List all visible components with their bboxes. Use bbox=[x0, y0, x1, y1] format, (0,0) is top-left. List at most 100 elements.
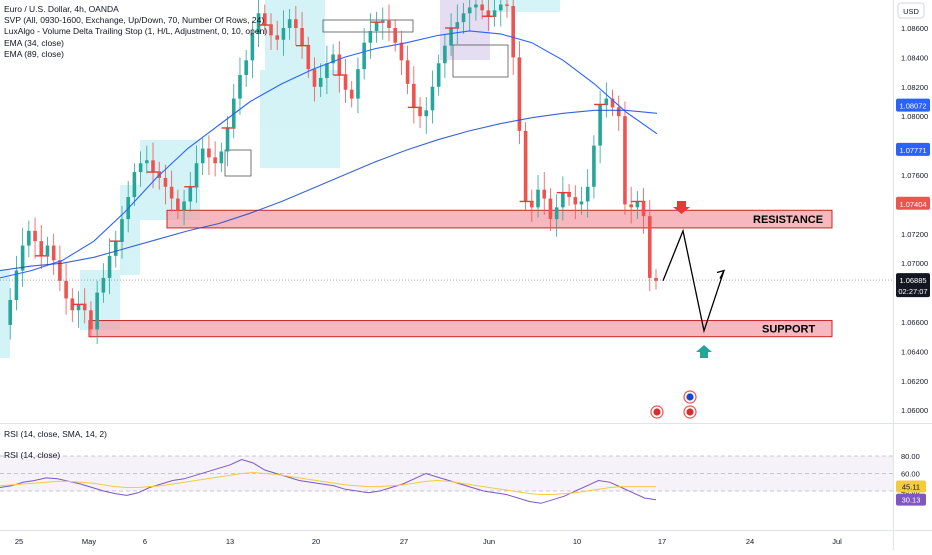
profile-box bbox=[0, 270, 10, 358]
candle bbox=[318, 63, 323, 98]
candle-body bbox=[523, 130, 528, 202]
candle bbox=[200, 138, 205, 175]
event-dot-icon[interactable] bbox=[683, 390, 697, 404]
candle-body bbox=[27, 230, 31, 246]
candle-body bbox=[107, 255, 112, 278]
candle-body bbox=[337, 54, 342, 76]
symbol-title[interactable]: Euro / U.S. Dollar, 4h, OANDA bbox=[4, 4, 119, 14]
price-label: 1.08072 bbox=[899, 102, 926, 111]
price-label: 1.07771 bbox=[899, 146, 926, 155]
profile-box bbox=[480, 0, 560, 12]
event-core bbox=[686, 393, 694, 401]
candle-body bbox=[641, 201, 646, 217]
candle-body bbox=[598, 104, 602, 146]
candle bbox=[505, 0, 509, 18]
projection-path[interactable] bbox=[662, 228, 725, 334]
indicator-ema89[interactable]: EMA (89, close) bbox=[4, 48, 64, 59]
price-tick-label: 1.07000 bbox=[901, 259, 928, 268]
time-tick-label: Jun bbox=[483, 537, 495, 546]
range-box bbox=[452, 44, 509, 78]
rsi-line[interactable] bbox=[0, 458, 657, 504]
candle bbox=[356, 57, 360, 114]
candle-body bbox=[250, 33, 255, 61]
rsi-sma-line[interactable] bbox=[0, 472, 656, 495]
price-tick-label: 1.07600 bbox=[901, 171, 928, 180]
resistance-label: RESISTANCE bbox=[753, 214, 823, 226]
rsi-legend[interactable]: RSI (14, close) bbox=[4, 450, 61, 460]
candle-body bbox=[635, 201, 640, 208]
candle-body bbox=[82, 304, 87, 311]
price-tick-label: 1.06200 bbox=[901, 377, 928, 386]
ema34-line[interactable] bbox=[0, 30, 658, 279]
candle-body bbox=[39, 241, 44, 256]
candle-body bbox=[368, 30, 373, 43]
candle bbox=[213, 141, 217, 177]
sell-arrow-icon bbox=[673, 201, 690, 214]
price-label-box bbox=[896, 98, 930, 112]
indicator-ema34[interactable]: EMA (34, close) bbox=[4, 37, 64, 48]
resistance-zone[interactable] bbox=[166, 209, 833, 229]
candle bbox=[480, 0, 484, 20]
candle-body bbox=[548, 198, 553, 220]
candle bbox=[548, 188, 553, 231]
candle-body bbox=[455, 22, 460, 28]
time-tick-label: 10 bbox=[573, 537, 581, 546]
countdown-label: 02:27:07 bbox=[898, 287, 927, 296]
candle-body bbox=[45, 245, 50, 256]
candle bbox=[182, 189, 186, 225]
candle-body bbox=[486, 10, 491, 17]
price-tick-label: 1.07200 bbox=[901, 230, 928, 239]
candle bbox=[58, 245, 62, 292]
candle bbox=[430, 70, 435, 124]
candle-body bbox=[374, 22, 379, 31]
candle bbox=[443, 33, 447, 78]
candle bbox=[194, 145, 199, 203]
us-flag-icon[interactable] bbox=[683, 405, 697, 419]
candle-body bbox=[436, 63, 441, 87]
us-flag-icon[interactable] bbox=[650, 405, 664, 419]
rsi-sma-legend[interactable]: RSI (14, close, SMA, 14, 2) bbox=[4, 429, 107, 439]
ema89-line[interactable] bbox=[0, 109, 658, 272]
support-zone[interactable] bbox=[88, 320, 833, 338]
candle bbox=[554, 194, 559, 237]
rsi-tick-label: 80.00 bbox=[901, 452, 920, 461]
candle-body bbox=[536, 189, 540, 208]
candle-body bbox=[275, 35, 280, 40]
candle-body bbox=[263, 13, 267, 26]
candle-body bbox=[505, 4, 509, 6]
candle-body bbox=[281, 28, 286, 40]
indicator-luxalgo[interactable]: LuxAlgo - Volume Delta Trailing Stop (1,… bbox=[4, 26, 268, 37]
candle-body bbox=[95, 292, 99, 330]
candle bbox=[616, 95, 621, 131]
candle bbox=[405, 45, 410, 95]
candle-body bbox=[312, 69, 317, 87]
candle-body bbox=[287, 19, 292, 28]
candle-body bbox=[554, 207, 559, 220]
candle-body bbox=[424, 110, 429, 117]
candle bbox=[517, 41, 522, 145]
chart-legend: Euro / U.S. Dollar, 4h, OANDA SVP (All, … bbox=[4, 4, 267, 60]
event-core bbox=[653, 408, 661, 416]
candle-body bbox=[33, 230, 37, 242]
rsi-value-label: 45.11 bbox=[902, 483, 920, 492]
candle-body bbox=[138, 163, 143, 173]
candle bbox=[492, 0, 497, 27]
candle bbox=[393, 19, 397, 52]
candle bbox=[370, 11, 385, 43]
candle-body bbox=[530, 201, 534, 208]
indicator-svp[interactable]: SVP (All, 0930-1600, Exchange, Up/Down, … bbox=[4, 15, 265, 26]
candle bbox=[585, 169, 590, 218]
currency-badge[interactable] bbox=[897, 2, 925, 19]
candle bbox=[654, 269, 658, 290]
candle bbox=[542, 172, 547, 215]
candle bbox=[101, 263, 106, 303]
candle bbox=[604, 82, 609, 118]
candle bbox=[207, 135, 211, 175]
event-core bbox=[686, 408, 694, 416]
candle bbox=[325, 45, 329, 95]
candle-body bbox=[542, 189, 547, 199]
candle-body bbox=[412, 83, 416, 108]
candle bbox=[64, 263, 68, 315]
